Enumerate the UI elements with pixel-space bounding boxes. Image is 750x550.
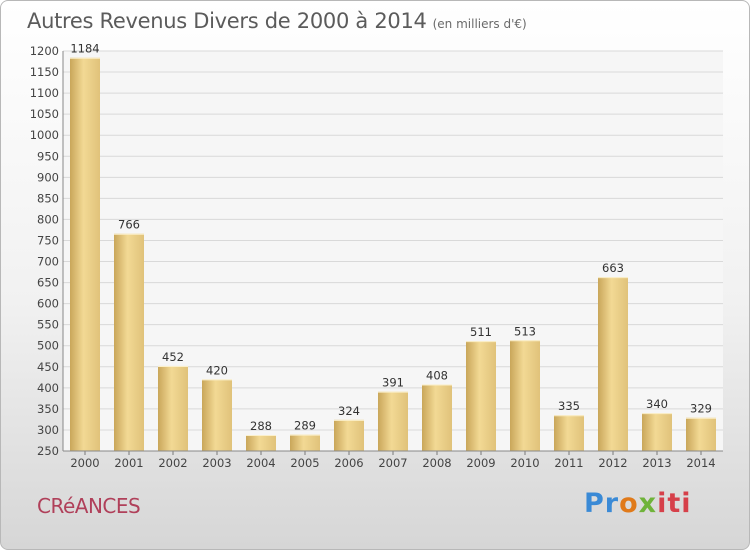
y-tick-label: 1150 <box>30 65 59 79</box>
x-tick-label: 2005 <box>290 456 319 470</box>
chart-title: Autres Revenus Divers de 2000 à 2014 (en … <box>27 9 527 33</box>
bar-value-label: 335 <box>558 399 580 413</box>
y-tick-label: 700 <box>37 255 59 269</box>
bar <box>114 233 144 451</box>
y-tick-label: 400 <box>37 381 59 395</box>
bar-value-label: 513 <box>514 324 536 338</box>
x-tick-label: 2007 <box>378 456 407 470</box>
y-tick-label: 350 <box>37 402 59 416</box>
bar-value-label: 511 <box>470 325 492 339</box>
y-tick-label: 950 <box>37 149 59 163</box>
x-tick-label: 2009 <box>466 456 495 470</box>
x-tick-label: 2003 <box>202 456 231 470</box>
bar-value-label: 766 <box>118 218 140 232</box>
axis-layer: 250 300 350 400 450 500 550 600 650 700 750 800 850 9… <box>30 44 723 470</box>
bar <box>598 277 628 451</box>
y-tick-label: 450 <box>37 360 59 374</box>
bar <box>378 391 408 451</box>
bar <box>246 435 276 451</box>
y-tick-label: 250 <box>37 444 59 458</box>
x-tick-label: 2001 <box>114 456 143 470</box>
chart-subtitle: (en milliers d'€) <box>432 17 527 31</box>
x-tick-label: 2013 <box>642 456 671 470</box>
y-tick-label: 1000 <box>30 128 59 142</box>
y-tick-label: 900 <box>37 170 59 184</box>
y-tick-label: 750 <box>37 233 59 247</box>
logo-part-4: iti <box>657 488 692 519</box>
bar-value-label: 663 <box>602 261 624 275</box>
y-tick-label: 1050 <box>30 107 59 121</box>
x-tick-label: 2008 <box>422 456 451 470</box>
bar-value-label: 391 <box>382 376 404 390</box>
y-tick-label: 300 <box>37 423 59 437</box>
x-tick-label: 2012 <box>598 456 627 470</box>
bar <box>202 379 232 451</box>
y-tick-label: 650 <box>37 276 59 290</box>
bar <box>686 417 716 451</box>
x-tick-label: 2011 <box>554 456 583 470</box>
x-tick-label: 2000 <box>70 456 99 470</box>
bar <box>158 365 188 451</box>
bar-value-label: 288 <box>250 419 272 433</box>
bar-value-label: 340 <box>646 397 668 411</box>
y-tick-label: 850 <box>37 191 59 205</box>
bar-value-label: 420 <box>206 363 228 377</box>
title-text: Autres Revenus Divers de 2000 à 2014 <box>27 9 427 33</box>
x-tick-label: 2014 <box>686 456 715 470</box>
y-tick-label: 1200 <box>30 44 59 58</box>
proxiti-logo: Proxiti <box>584 488 692 519</box>
y-tick-label: 800 <box>37 212 59 226</box>
bar-value-label: 329 <box>690 402 712 416</box>
bar <box>70 57 100 451</box>
bar-value-label: 289 <box>294 419 316 433</box>
bar <box>554 415 584 451</box>
logo-part-3: x <box>638 488 658 519</box>
y-tick-label: 1100 <box>30 86 59 100</box>
x-tick-label: 2010 <box>510 456 539 470</box>
x-tick-label: 2006 <box>334 456 363 470</box>
bar <box>642 413 672 451</box>
y-tick-label: 500 <box>37 339 59 353</box>
bar <box>466 341 496 451</box>
bar <box>422 384 452 451</box>
bar-value-label: 1184 <box>70 42 99 56</box>
bar-value-label: 452 <box>162 350 184 364</box>
bar <box>334 419 364 451</box>
y-tick-label: 600 <box>37 297 59 311</box>
bar <box>510 340 540 451</box>
bar <box>290 434 320 451</box>
label-layer: 1184 766 452 420 288 289 324 391 408 511 513 335 663… <box>70 42 712 433</box>
logo-part-1: Pr <box>584 488 620 519</box>
commune-name: CRéANCES <box>37 494 141 518</box>
bar-value-label: 324 <box>338 404 360 418</box>
x-tick-label: 2002 <box>158 456 187 470</box>
x-tick-label: 2004 <box>246 456 275 470</box>
logo-part-2: o <box>619 488 639 519</box>
bar-value-label: 408 <box>426 368 448 382</box>
y-tick-label: 550 <box>37 318 59 332</box>
bar-layer <box>70 57 716 451</box>
